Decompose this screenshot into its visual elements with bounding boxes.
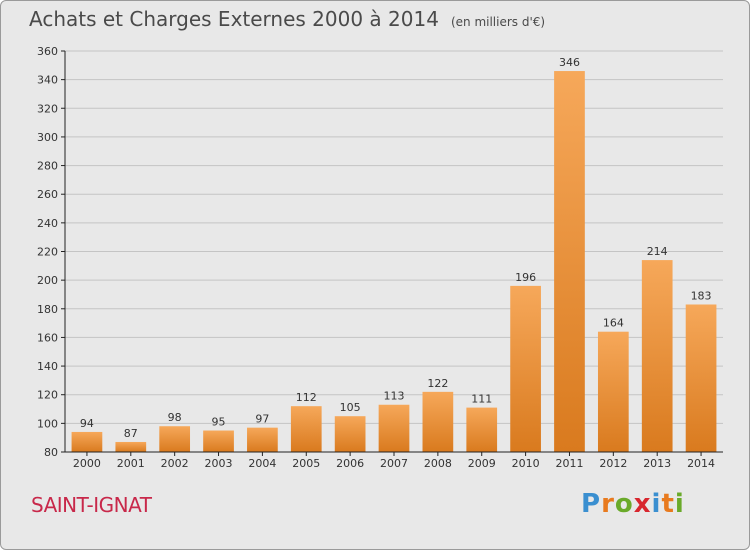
commune-name: SAINT-IGNAT bbox=[31, 493, 152, 517]
y-tick-label: 240 bbox=[37, 217, 58, 230]
logo-letter: r bbox=[601, 489, 615, 519]
x-tick-label: 2010 bbox=[512, 457, 540, 470]
y-tick-label: 360 bbox=[37, 45, 58, 58]
y-tick-label: 140 bbox=[37, 360, 58, 373]
bar-value-label: 196 bbox=[515, 271, 536, 284]
y-tick-label: 320 bbox=[37, 102, 58, 115]
x-tick-label: 2004 bbox=[248, 457, 276, 470]
y-tick-label: 160 bbox=[37, 331, 58, 344]
bar-value-label: 105 bbox=[340, 401, 361, 414]
x-tick-label: 2011 bbox=[555, 457, 583, 470]
value-labels: 94 87 98 95 97 112 105 113 122 111 196 346 164 214 183 bbox=[80, 56, 712, 440]
x-tick-label: 2002 bbox=[161, 457, 189, 470]
bar-value-label: 98 bbox=[168, 411, 182, 424]
bar bbox=[290, 406, 322, 452]
chart-title: Achats et Charges Externes 2000 à 2014 (e… bbox=[29, 7, 545, 31]
bar-value-label: 214 bbox=[647, 245, 668, 258]
bar bbox=[641, 260, 673, 452]
bars bbox=[71, 71, 717, 453]
logo-letter: t bbox=[661, 489, 675, 519]
x-tick-label: 2007 bbox=[380, 457, 408, 470]
x-tick-label: 2014 bbox=[687, 457, 715, 470]
y-tick-label: 260 bbox=[37, 188, 58, 201]
bar bbox=[597, 331, 629, 452]
bar-value-label: 164 bbox=[603, 317, 624, 330]
bar-value-label: 183 bbox=[691, 289, 712, 302]
bar-value-label: 346 bbox=[559, 56, 580, 69]
x-tick-label: 2003 bbox=[205, 457, 233, 470]
chart-title-main: Achats et Charges Externes 2000 à 2014 bbox=[29, 7, 439, 31]
logo-letter: P bbox=[581, 489, 602, 519]
x-tick-label: 2013 bbox=[643, 457, 671, 470]
chart-title-unit: (en milliers d'€) bbox=[450, 15, 546, 29]
proxiti-logo: Proxiti bbox=[581, 489, 685, 519]
logo-letter: x bbox=[633, 489, 652, 519]
bar-value-label: 95 bbox=[212, 416, 226, 429]
y-tick-label: 80 bbox=[44, 446, 58, 459]
y-tick-label: 220 bbox=[37, 246, 58, 259]
bar bbox=[71, 431, 103, 452]
bar bbox=[334, 416, 366, 452]
bar-value-label: 111 bbox=[471, 393, 492, 406]
bar-value-label: 113 bbox=[384, 390, 405, 403]
bar bbox=[510, 285, 541, 452]
x-tick-label: 2009 bbox=[468, 457, 496, 470]
x-tick-label: 2005 bbox=[292, 457, 320, 470]
logo-letter: i bbox=[651, 489, 662, 519]
bar-value-label: 87 bbox=[124, 427, 138, 440]
x-tick-label: 2008 bbox=[424, 457, 452, 470]
bar-value-label: 122 bbox=[427, 377, 448, 390]
y-tick-label: 180 bbox=[37, 303, 58, 316]
bar bbox=[159, 426, 191, 452]
bar bbox=[247, 427, 278, 452]
bar bbox=[554, 71, 585, 453]
bar bbox=[422, 391, 454, 452]
x-tick-label: 2001 bbox=[117, 457, 145, 470]
y-tick-label: 100 bbox=[37, 417, 58, 430]
bar bbox=[203, 430, 234, 452]
bar-value-label: 94 bbox=[80, 417, 94, 430]
x-tick-label: 2012 bbox=[599, 457, 627, 470]
axes: 80 100 120 140 160 180 200 220 240 260 280 300 320 34… bbox=[37, 45, 723, 470]
y-tick-label: 120 bbox=[37, 389, 58, 402]
logo-letter: o bbox=[614, 489, 634, 519]
bar bbox=[466, 407, 498, 452]
x-tick-label: 2000 bbox=[73, 457, 101, 470]
logo-letter: i bbox=[674, 489, 685, 519]
y-tick-label: 280 bbox=[37, 160, 58, 173]
y-tick-label: 200 bbox=[37, 274, 58, 287]
bar bbox=[378, 404, 410, 452]
bar bbox=[685, 304, 717, 452]
bar-value-label: 97 bbox=[255, 413, 269, 426]
bar bbox=[115, 441, 147, 452]
x-tick-label: 2006 bbox=[336, 457, 364, 470]
y-tick-label: 340 bbox=[37, 74, 58, 87]
y-tick-label: 300 bbox=[37, 131, 58, 144]
bar-value-label: 112 bbox=[296, 391, 317, 404]
